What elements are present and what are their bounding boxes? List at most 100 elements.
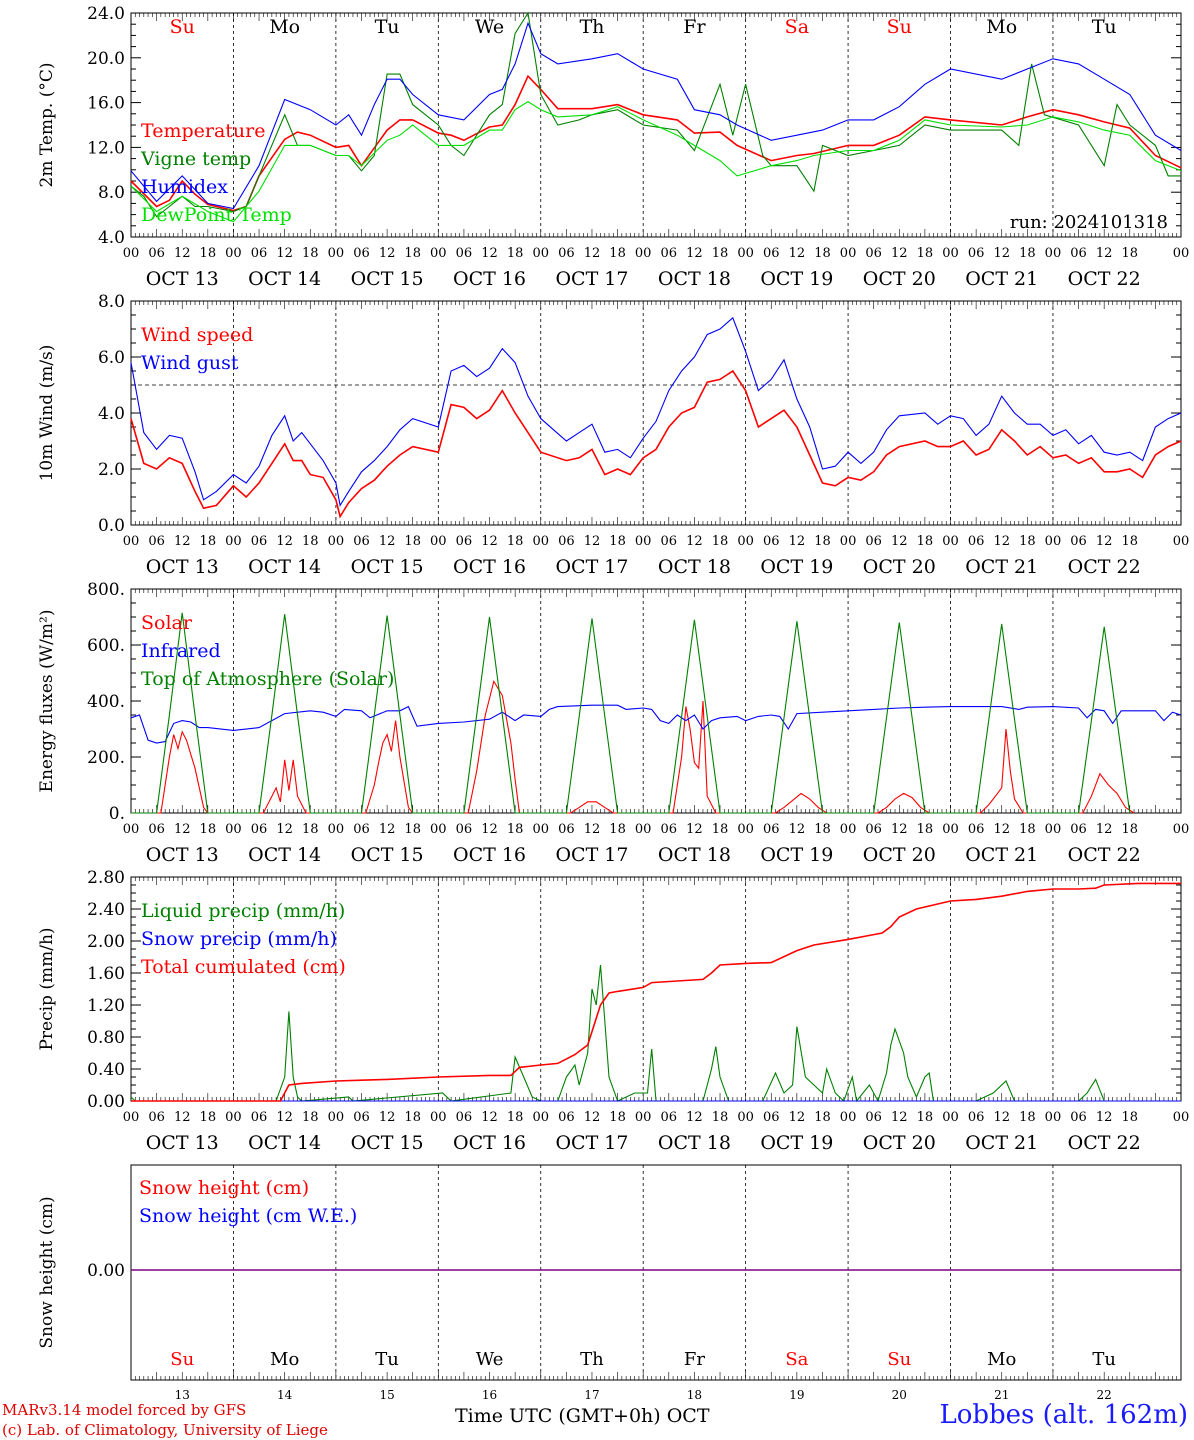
hour-tick-label: 18 xyxy=(1019,822,1036,837)
date-label: OCT 21 xyxy=(965,1132,1038,1154)
hour-tick-label: 12 xyxy=(891,534,908,549)
legend-entry: Snow precip (mm/h) xyxy=(141,928,337,950)
hour-tick-label: 18 xyxy=(814,822,831,837)
weekday-label: Su xyxy=(887,16,912,38)
date-label: OCT 14 xyxy=(248,268,321,290)
hour-tick-label: 06 xyxy=(865,1110,882,1125)
hour-tick-label: 18 xyxy=(917,534,934,549)
hour-tick-label: 00 xyxy=(430,246,447,261)
hour-tick-label: 18 xyxy=(507,246,524,261)
hour-tick-label: 00 xyxy=(1045,822,1062,837)
hour-tick-label: 00 xyxy=(123,822,140,837)
hour-tick-label: 12 xyxy=(891,1110,908,1125)
hour-tick-label: 00 xyxy=(225,534,242,549)
date-label: OCT 21 xyxy=(965,844,1038,866)
hour-tick-label: 00 xyxy=(635,822,652,837)
legend-entry: Top of Atmosphere (Solar) xyxy=(141,668,394,690)
hour-tick-label: 18 xyxy=(712,822,729,837)
bottom-day-number: 16 xyxy=(482,1388,497,1402)
bottom-day-number: 19 xyxy=(789,1388,804,1402)
hour-tick-label: 00 xyxy=(532,534,549,549)
bottom-day-number: 13 xyxy=(175,1388,190,1402)
legend-entry: Total cumulated (cm) xyxy=(141,956,346,978)
y-tick-label: 0. xyxy=(109,804,125,824)
hour-tick-label: 06 xyxy=(865,822,882,837)
hour-tick-label: 18 xyxy=(302,246,319,261)
date-label: OCT 18 xyxy=(658,1132,731,1154)
y-axis-label: 2m Temp. (°C) xyxy=(37,62,57,187)
date-label: OCT 17 xyxy=(555,268,628,290)
hour-tick-label: 18 xyxy=(712,534,729,549)
hour-tick-label: 00 xyxy=(430,534,447,549)
bottom-weekday-label: Mo xyxy=(270,1349,299,1370)
hour-tick-label: 18 xyxy=(200,246,217,261)
hour-tick-label: 12 xyxy=(379,246,396,261)
hour-tick-label: 06 xyxy=(353,822,370,837)
hour-tick-label: 06 xyxy=(763,246,780,261)
hour-tick-label: 18 xyxy=(302,1110,319,1125)
bottom-weekday-label: Tu xyxy=(1092,1349,1116,1370)
hour-tick-label: 06 xyxy=(968,534,985,549)
hour-tick-label: 12 xyxy=(481,246,498,261)
series-line xyxy=(130,964,1181,1103)
weekday-label: Mo xyxy=(269,16,300,38)
date-label: OCT 16 xyxy=(453,1132,526,1154)
hour-tick-label: 06 xyxy=(148,1110,165,1125)
hour-tick-label: 12 xyxy=(891,246,908,261)
date-label: OCT 22 xyxy=(1068,844,1141,866)
legend-entry: Solar xyxy=(141,612,193,634)
hour-tick-label: 12 xyxy=(174,822,191,837)
hour-tick-label: 06 xyxy=(148,822,165,837)
y-tick-label: 2.0 xyxy=(98,460,125,480)
hour-tick-label: 00 xyxy=(532,1110,549,1125)
legend-entry: Snow height (cm W.E.) xyxy=(139,1205,357,1227)
weekday-label: Sa xyxy=(785,16,809,38)
hour-tick-label: 00 xyxy=(635,1110,652,1125)
bottom-day-number: 18 xyxy=(687,1388,702,1402)
date-label: OCT 19 xyxy=(760,1132,833,1154)
weekday-label: Tu xyxy=(1092,16,1117,38)
hour-tick-label: 18 xyxy=(814,534,831,549)
hour-tick-label: 12 xyxy=(1096,1110,1113,1125)
hour-tick-label: 18 xyxy=(404,1110,421,1125)
hour-tick-label: 18 xyxy=(1122,1110,1139,1125)
hour-tick-label: 00 xyxy=(532,246,549,261)
hour-tick-label: 06 xyxy=(558,822,575,837)
hour-tick-label: 12 xyxy=(993,534,1010,549)
date-label: OCT 17 xyxy=(555,844,628,866)
date-label: OCT 13 xyxy=(146,556,219,578)
hour-tick-label: 18 xyxy=(1019,246,1036,261)
y-tick-label: 2.80 xyxy=(87,868,125,888)
hour-tick-label: 00 xyxy=(328,822,345,837)
hour-tick-label: 18 xyxy=(814,246,831,261)
series-line xyxy=(130,100,1182,223)
hour-tick-label: 06 xyxy=(1070,534,1087,549)
date-label: OCT 18 xyxy=(658,844,731,866)
hour-tick-label: 18 xyxy=(302,822,319,837)
series-line xyxy=(130,369,1182,519)
hour-tick-label: 12 xyxy=(276,246,293,261)
legend-entry: Wind gust xyxy=(141,352,239,374)
series-line xyxy=(130,74,1182,212)
hour-tick-label: 18 xyxy=(917,1110,934,1125)
date-label: OCT 17 xyxy=(555,1132,628,1154)
hour-tick-label: 00 xyxy=(840,246,857,261)
hour-tick-label: 06 xyxy=(1070,822,1087,837)
hour-tick-label: 00 xyxy=(942,1110,959,1125)
date-label: OCT 16 xyxy=(453,556,526,578)
hour-tick-label: 06 xyxy=(353,1110,370,1125)
hour-tick-label: 00 xyxy=(942,246,959,261)
legend-entry: Infrared xyxy=(141,640,221,662)
hour-tick-label: 18 xyxy=(1019,534,1036,549)
hour-tick-label: 12 xyxy=(481,822,498,837)
hour-tick-label: 00 xyxy=(737,822,754,837)
hour-tick-label: 00 xyxy=(123,246,140,261)
hour-tick-label: 18 xyxy=(404,822,421,837)
x-axis-title: Time UTC (GMT+0h) OCT xyxy=(455,1405,710,1427)
y-tick-label: 12.0 xyxy=(87,138,125,158)
hour-tick-label: 06 xyxy=(968,246,985,261)
hour-tick-label: 12 xyxy=(993,822,1010,837)
y-tick-label: 20.0 xyxy=(87,49,125,69)
station-name: Lobbes (alt. 162m) xyxy=(939,1400,1188,1430)
run-label: run: 2024101318 xyxy=(1010,212,1168,233)
